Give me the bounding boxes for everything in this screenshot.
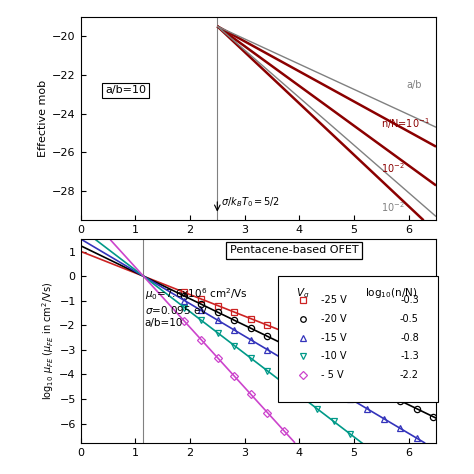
Text: -0.3: -0.3	[400, 295, 419, 305]
Text: a/b=10: a/b=10	[105, 85, 146, 95]
FancyBboxPatch shape	[278, 276, 438, 402]
Text: -2.2: -2.2	[400, 370, 419, 380]
Text: -10 V: -10 V	[320, 351, 346, 361]
Text: 10$^{-2}$: 10$^{-2}$	[382, 161, 405, 175]
Text: -25 V: -25 V	[320, 295, 346, 305]
Text: -25 V: -25 V	[320, 295, 346, 305]
Text: n/N=10$^{-1}$: n/N=10$^{-1}$	[382, 116, 430, 131]
Y-axis label: log$_{10}$ $\mu_{FE}$ ($\mu_{FE}$ in cm$^2$/Vs): log$_{10}$ $\mu_{FE}$ ($\mu_{FE}$ in cm$…	[41, 282, 56, 401]
Text: $\mu_0$=7.6x10$^6$ cm$^2$/Vs
$\sigma$=0.095 eV
a/b=10: $\mu_0$=7.6x10$^6$ cm$^2$/Vs $\sigma$=0.…	[145, 286, 247, 328]
Y-axis label: Effective mob: Effective mob	[38, 80, 48, 157]
Text: -20 V: -20 V	[320, 314, 346, 324]
Text: $V_g$: $V_g$	[296, 286, 310, 301]
Text: -0.5: -0.5	[400, 314, 419, 324]
Text: - 5 V: - 5 V	[320, 370, 343, 380]
Text: Pentacene-based OFET: Pentacene-based OFET	[229, 246, 358, 255]
Text: -2.2: -2.2	[400, 370, 419, 380]
Text: -15 V: -15 V	[320, 333, 346, 343]
Text: (a): (a)	[250, 247, 267, 260]
Text: -0.8: -0.8	[400, 333, 419, 343]
Text: $\sigma/k_BT_0=5/2$: $\sigma/k_BT_0=5/2$	[221, 195, 280, 209]
Text: -0.3: -0.3	[400, 295, 419, 305]
Text: $V_g$: $V_g$	[296, 286, 310, 301]
Text: -15 V: -15 V	[320, 333, 346, 343]
Text: -0.5: -0.5	[400, 314, 419, 324]
X-axis label: $\sigma/k_BT$: $\sigma/k_BT$	[237, 238, 280, 257]
Text: - 5 V: - 5 V	[320, 370, 343, 380]
Text: -1.3: -1.3	[400, 351, 419, 361]
Text: -0.8: -0.8	[400, 333, 419, 343]
Text: a/b: a/b	[406, 80, 421, 90]
Text: 10$^{-2}$: 10$^{-2}$	[382, 200, 405, 214]
Text: -1.3: -1.3	[400, 351, 419, 361]
Text: log$_{10}$(n/N): log$_{10}$(n/N)	[365, 286, 418, 300]
Text: -20 V: -20 V	[320, 314, 346, 324]
Text: log$_{10}$(n/N): log$_{10}$(n/N)	[365, 286, 418, 300]
Text: -10 V: -10 V	[320, 351, 346, 361]
